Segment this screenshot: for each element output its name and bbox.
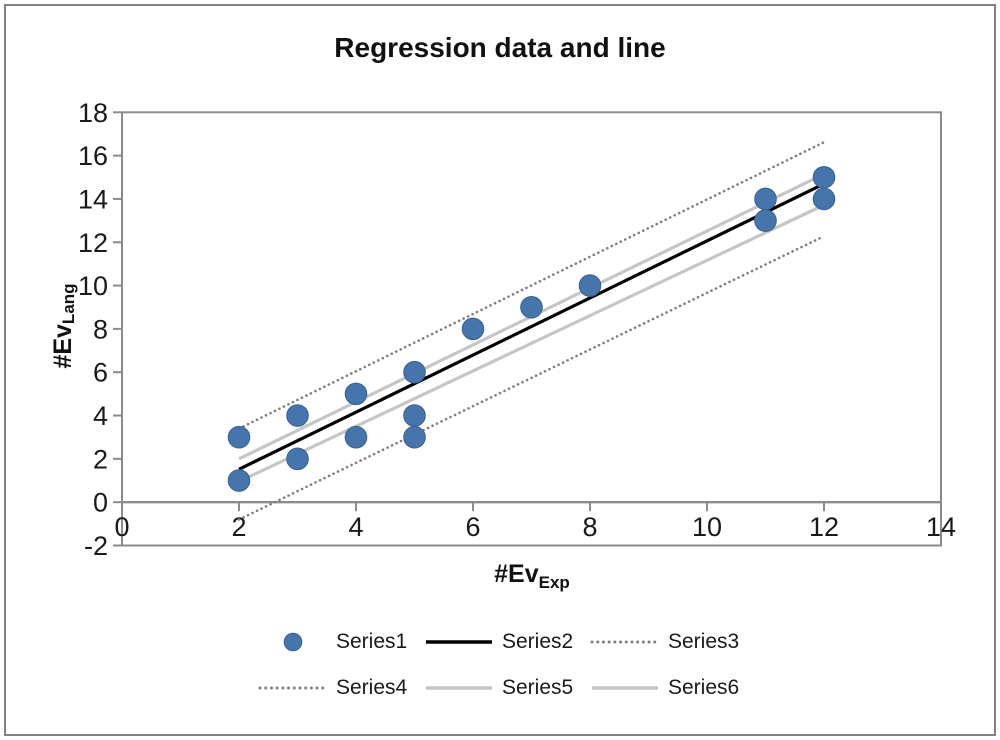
data-point-series1: [227, 425, 251, 449]
x-axis-title-text: #Ev: [494, 560, 539, 588]
data-point-series1: [344, 425, 368, 449]
y-axis-tick-label: -2: [84, 531, 108, 561]
data-point-series1: [578, 274, 602, 297]
series-line-series2: [238, 182, 825, 471]
data-point-series1: [812, 165, 836, 189]
legend-line-marker-icon-series5: [426, 686, 492, 690]
data-point-series1: [403, 360, 426, 384]
x-axis-tick-label: 0: [114, 512, 129, 542]
y-axis-tick-label: 2: [93, 444, 108, 474]
y-axis-tick-label: 12: [78, 228, 108, 258]
x-axis-title-subscript: Exp: [538, 573, 570, 592]
data-point-series1: [403, 425, 426, 449]
legend-item-series5: Series5: [424, 676, 576, 700]
data-point-series1: [812, 187, 836, 211]
data-point-series1: [461, 317, 485, 341]
legend-item-series3: Series3: [590, 630, 742, 654]
data-point-series1: [754, 187, 777, 211]
data-point-series1: [754, 209, 777, 232]
legend-item-series4: Series4: [258, 676, 410, 700]
y-axis-tick-label: 0: [93, 488, 108, 518]
legend-line-marker-icon-series6: [592, 686, 658, 690]
y-axis-title-subscript: Lang: [59, 283, 78, 325]
x-axis-tick-label: 10: [692, 512, 722, 542]
series-line-series3: [237, 140, 826, 430]
legend-label-series3: Series3: [668, 630, 740, 653]
series-line-series6: [238, 203, 825, 484]
x-axis-tick-label: 6: [465, 512, 480, 542]
legend-item-series6: Series6: [590, 676, 742, 700]
chart-title: Regression data and line: [334, 32, 666, 63]
data-point-series1: [227, 469, 251, 492]
y-axis-tick-label: 6: [93, 358, 108, 388]
legend-label-series5: Series5: [502, 676, 574, 699]
y-axis-tick-label: 14: [78, 184, 108, 214]
legend-item-series1: Series1: [258, 630, 410, 654]
y-axis-tick-label: 18: [78, 98, 108, 128]
data-point-series1: [286, 447, 309, 471]
y-axis-tick-label: 8: [93, 314, 108, 344]
legend-row: Series1 Series2 Series3: [258, 630, 742, 654]
y-axis-title: #Ev Lang: [45, 251, 81, 401]
data-point-series1: [286, 404, 309, 427]
x-axis-tick-label: 8: [582, 512, 597, 542]
legend-line-marker-icon-series3: [590, 640, 660, 644]
legend-label-series6: Series6: [668, 676, 740, 699]
legend-label-series2: Series2: [502, 630, 574, 653]
series-line-series4: [237, 234, 826, 521]
legend-item-series2: Series2: [424, 630, 576, 654]
legend-row: Series4 Series5 Series6: [258, 676, 742, 700]
legend-label-series1: Series1: [336, 630, 408, 653]
legend-label-series4: Series4: [336, 676, 408, 699]
x-axis-tick-label: 2: [231, 512, 246, 542]
data-point-series1: [344, 382, 368, 406]
legend-circle-marker-icon-series1: [283, 632, 303, 652]
y-axis-title-text: #Ev: [48, 324, 77, 369]
x-axis-tick-label: 12: [809, 512, 839, 542]
x-axis-tick-label: 14: [926, 512, 956, 542]
data-point-series1: [520, 295, 543, 319]
y-axis-tick-label: 10: [78, 271, 108, 301]
legend-marker-shape: [283, 632, 303, 652]
x-axis-tick-label: 4: [348, 512, 363, 542]
y-axis-tick-label: 16: [78, 141, 108, 171]
chart-legend: Series1 Series2 Series3 Series4 Series5 Serie…: [0, 630, 1000, 700]
data-point-series1: [403, 404, 426, 427]
x-axis-title: #EvExp: [132, 560, 932, 592]
legend-line-marker-icon-series2: [426, 640, 492, 644]
y-axis-tick-label: 4: [93, 401, 108, 431]
legend-line-marker-icon-series4: [258, 686, 328, 690]
